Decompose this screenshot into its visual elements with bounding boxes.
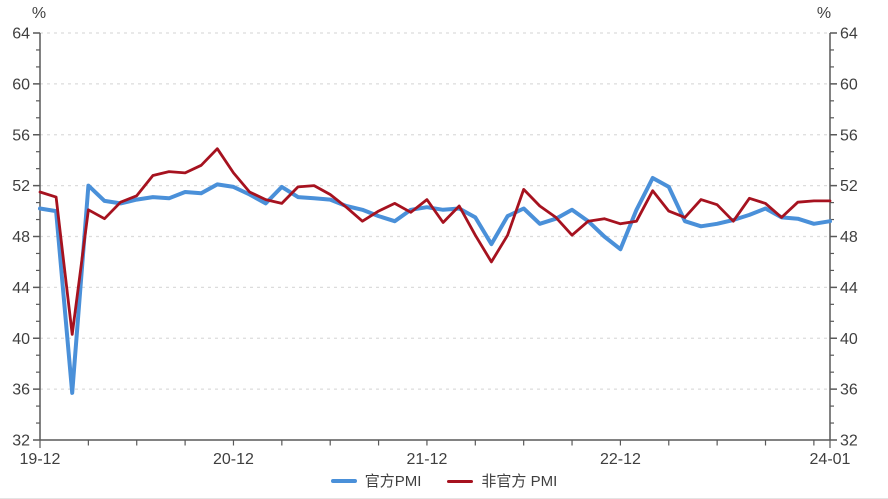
y-tick-label-left: 36 xyxy=(12,382,30,399)
x-tick-label: 20-12 xyxy=(213,451,254,468)
y-tick-label-right: 36 xyxy=(840,382,858,399)
y-tick-label-left: 48 xyxy=(12,229,30,246)
series-line-unofficial-pmi xyxy=(38,147,832,336)
legend-item-unofficial-pmi: 非官方 PMI xyxy=(447,474,557,489)
y-tick-label-right: 60 xyxy=(840,76,858,93)
y-tick-label-left: 56 xyxy=(12,127,30,144)
legend-swatch-official-pmi xyxy=(330,478,357,484)
legend-item-official-pmi: 官方PMI xyxy=(330,472,422,490)
legend-label-official-pmi: 官方PMI xyxy=(364,472,422,490)
chart-legend: 官方PMI 非官方 PMI xyxy=(0,469,888,493)
y-tick-label-left: 52 xyxy=(12,178,30,195)
y-tick-label-right: 52 xyxy=(840,178,858,195)
y-tick-label-right: 44 xyxy=(840,280,858,297)
y-unit-label-left: % xyxy=(32,5,46,22)
y-tick-label-right: 64 xyxy=(840,26,858,43)
y-tick-label-left: 64 xyxy=(12,26,30,43)
y-tick-label-left: 44 xyxy=(12,280,30,297)
x-tick-label: 22-12 xyxy=(600,451,641,468)
x-tick-label: 19-12 xyxy=(20,451,61,468)
y-tick-label-right: 32 xyxy=(840,433,858,450)
y-tick-label-right: 48 xyxy=(840,229,858,246)
y-tick-label-right: 56 xyxy=(840,127,858,144)
x-tick-label: 21-12 xyxy=(406,451,447,468)
x-tick-label: 24-01 xyxy=(810,451,851,468)
y-tick-label-left: 60 xyxy=(12,76,30,93)
series-line-official-pmi xyxy=(38,176,832,395)
y-tick-label-left: 40 xyxy=(12,331,30,348)
y-tick-label-right: 40 xyxy=(840,331,858,348)
y-unit-label-right: % xyxy=(817,5,831,22)
legend-swatch-unofficial-pmi xyxy=(447,479,474,483)
legend-label-unofficial-pmi: 非官方 PMI xyxy=(481,472,558,490)
y-tick-label-left: 32 xyxy=(12,433,30,450)
